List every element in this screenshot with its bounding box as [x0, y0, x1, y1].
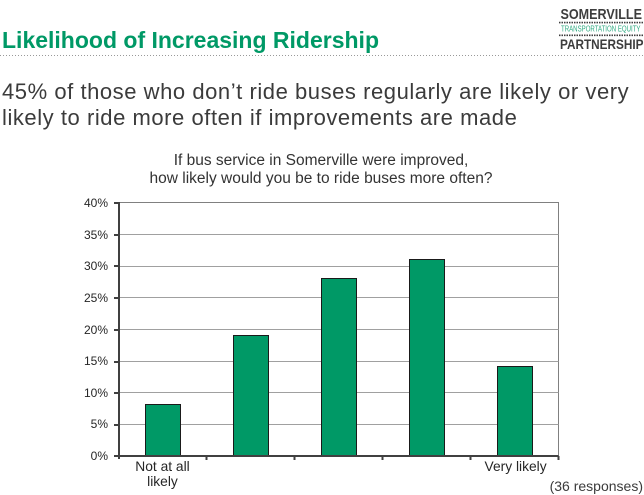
- svg-text:SOMERVILLE: SOMERVILLE: [561, 6, 643, 23]
- svg-text:PARTNERSHIP: PARTNERSHIP: [560, 37, 644, 52]
- svg-text:TRANSPORTATION EQUITY: TRANSPORTATION EQUITY: [561, 24, 641, 33]
